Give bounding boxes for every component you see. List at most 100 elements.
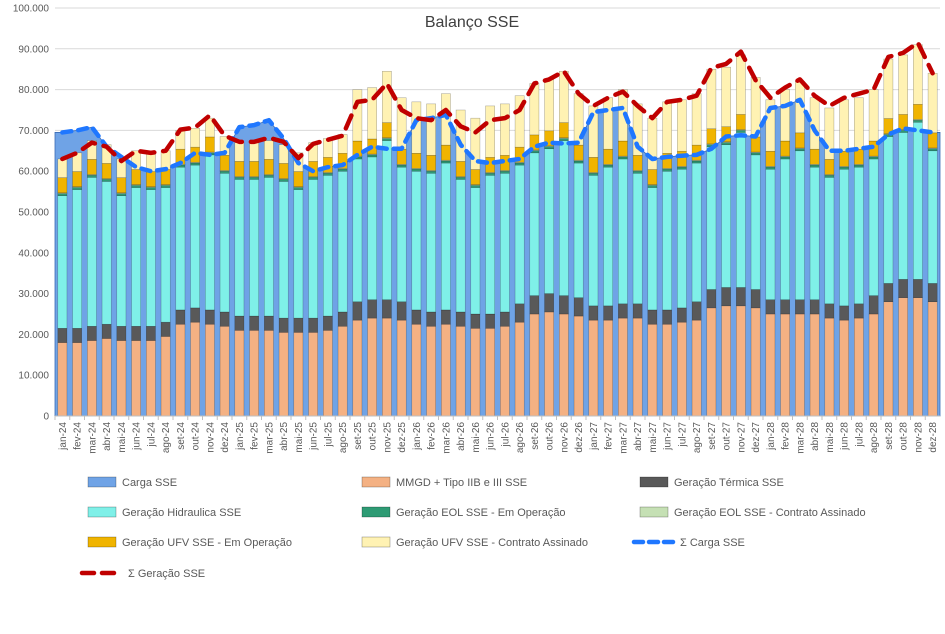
- chart-title: Balanço SSE: [425, 14, 519, 31]
- x-tick-label: abr-24: [102, 422, 113, 451]
- bar-segment-s6: [809, 97, 820, 150]
- bar-segment-s3: [809, 164, 820, 168]
- bar-segment-s0: [706, 307, 717, 417]
- bar-segment-s1: [426, 311, 436, 327]
- bar-segment-s6: [500, 103, 510, 156]
- bar-segment-s6: [514, 95, 525, 148]
- bar-segment-s0: [175, 323, 186, 417]
- bar-segment-s2: [323, 175, 333, 317]
- bar-segment-s5: [927, 132, 938, 149]
- bar-segment-s1: [396, 301, 407, 321]
- bar-segment-s5: [706, 128, 717, 145]
- bar-segment-s3: [278, 179, 289, 182]
- bar-segment-s2: [603, 166, 613, 307]
- bar-segment-s3: [544, 146, 554, 150]
- bar-segment-s0: [308, 332, 318, 417]
- bar-segment-s6: [367, 87, 377, 140]
- x-tick-label: jun-26: [486, 422, 497, 451]
- bar-segment-s2: [382, 140, 392, 300]
- bar-segment-s3: [588, 172, 599, 176]
- bar-segment-s1: [116, 325, 127, 341]
- bar-segment-s0: [72, 342, 82, 417]
- x-tick-label: mar-24: [87, 422, 98, 454]
- bar-segment-s2: [765, 168, 776, 300]
- bar-segment-s3: [618, 156, 628, 160]
- bar-segment-s1: [337, 311, 348, 327]
- y-tick-label: 0: [43, 412, 49, 423]
- bar-segment-s1: [205, 309, 215, 325]
- x-tick-label: mar-26: [441, 422, 452, 454]
- legend-item: Σ Geração SSE: [79, 568, 205, 580]
- bar-segment-s5: [632, 155, 643, 171]
- y-tick-label: 30.000: [18, 289, 49, 300]
- bar-segment-s0: [618, 317, 628, 417]
- bar-segment-s2: [308, 179, 318, 319]
- bar-segment-s1: [352, 301, 363, 321]
- bar-segment-s4: [647, 184, 658, 186]
- bar-segment-s2: [485, 175, 495, 315]
- bar-segment-s0: [765, 313, 776, 417]
- bar-segment-s0: [293, 332, 304, 417]
- bar-segment-s1: [500, 311, 510, 327]
- bar-segment-s5: [736, 114, 746, 130]
- area-carga-sse: [54, 99, 941, 417]
- bar-segment-s2: [809, 166, 820, 300]
- bar-segment-s1: [234, 315, 245, 331]
- bar-segment-s0: [396, 319, 407, 417]
- bar-segment-s2: [441, 162, 451, 311]
- bar-segment-s4: [780, 155, 790, 158]
- bar-segment-s2: [131, 187, 141, 327]
- bar-segment-s6: [470, 117, 481, 170]
- bar-segment-s2: [706, 146, 717, 290]
- x-tick-label: set-25: [353, 422, 364, 450]
- bar-segment-s0: [632, 317, 643, 417]
- bar-segment-s0: [426, 325, 436, 417]
- bar-segment-s0: [927, 301, 938, 417]
- bar-layer: [57, 44, 938, 417]
- bar-segment-s5: [780, 140, 790, 157]
- x-tick-label: abr-26: [456, 422, 467, 451]
- x-tick-label: out-26: [545, 422, 556, 451]
- y-tick-label: 20.000: [18, 330, 49, 341]
- bar-segment-s3: [323, 172, 333, 176]
- bar-segment-s3: [234, 177, 245, 180]
- x-tick-label: dez-26: [574, 422, 585, 453]
- bar-segment-s1: [573, 297, 584, 317]
- line-layer: [60, 40, 935, 174]
- bar-segment-s4: [101, 178, 112, 180]
- x-tick-label: jul-25: [323, 422, 334, 448]
- bar-segment-s0: [529, 313, 540, 417]
- bar-segment-s2: [101, 181, 112, 325]
- bar-segment-s5: [101, 163, 112, 179]
- bar-segment-s4: [632, 170, 643, 172]
- legend-swatch: [361, 506, 391, 518]
- bar-segment-s2: [352, 158, 363, 303]
- bar-segment-s6: [352, 89, 363, 142]
- x-tick-label: mar-28: [795, 422, 806, 454]
- bar-segment-s2: [736, 132, 746, 288]
- bar-segment-s0: [131, 340, 141, 417]
- bar-segment-s1: [691, 301, 702, 321]
- bar-segment-s1: [441, 309, 451, 325]
- bar-segment-s2: [278, 181, 289, 319]
- bar-segment-s5: [249, 161, 259, 177]
- bar-segment-s2: [116, 195, 127, 327]
- bar-segment-s1: [780, 299, 790, 315]
- legend-label: Σ Geração SSE: [128, 568, 205, 580]
- bar-segment-s0: [500, 325, 510, 417]
- x-tick-label: set-26: [530, 422, 541, 450]
- bar-segment-s2: [264, 177, 274, 317]
- bar-segment-s0: [868, 313, 879, 417]
- bar-segment-s1: [219, 311, 230, 327]
- bar-segment-s0: [205, 323, 215, 417]
- bar-segment-s3: [441, 160, 451, 164]
- bar-segment-s0: [116, 340, 127, 417]
- legend-swatch: [639, 506, 669, 518]
- bar-segment-s3: [470, 185, 481, 188]
- bar-segment-s0: [87, 340, 97, 417]
- bar-segment-s0: [544, 311, 554, 417]
- x-tick-label: dez-28: [928, 422, 939, 453]
- bar-segment-s1: [824, 303, 835, 319]
- bar-segment-s6: [854, 97, 864, 150]
- bar-segment-s3: [367, 154, 377, 158]
